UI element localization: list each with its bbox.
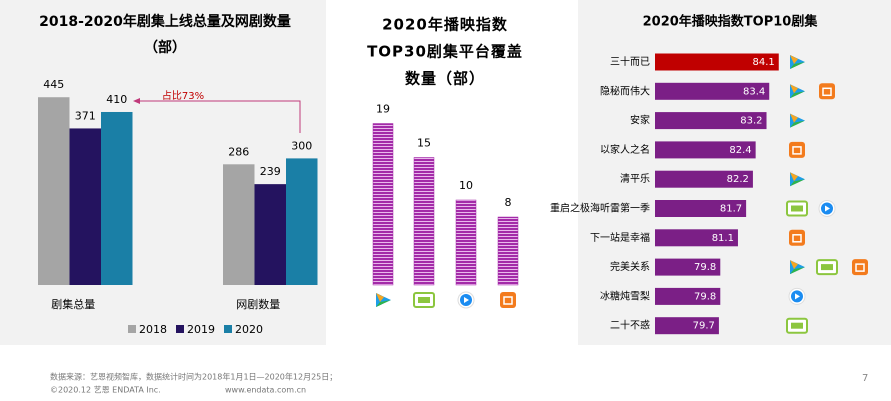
icon-iqiyi [816, 259, 838, 276]
value-label: 83.2 [740, 116, 762, 127]
y-tick-label: 以家人之名 [600, 143, 650, 156]
annotation: 占比73% [162, 89, 204, 102]
icon-iqiyi [786, 317, 808, 334]
page-number: 7 [862, 373, 868, 384]
icon-mango [499, 291, 517, 309]
value-label: 82.2 [727, 174, 749, 185]
arrow-head [133, 98, 140, 104]
value-label: 81.1 [712, 233, 734, 244]
icon-tencent [376, 293, 391, 307]
bar [655, 287, 721, 305]
y-tick-label: 安家 [630, 114, 650, 127]
value-label: 239 [260, 165, 281, 178]
bar [254, 184, 286, 285]
value-label: 19 [376, 103, 390, 116]
y-tick-label: 下一站是幸福 [590, 231, 650, 244]
value-label: 410 [106, 93, 127, 106]
value-label: 10 [459, 179, 473, 192]
bar [372, 123, 394, 286]
value-label: 81.7 [720, 204, 742, 215]
legend-swatch [224, 325, 232, 333]
chart-title: 2018-2020年剧集上线总量及网剧数量 [39, 13, 291, 30]
value-label: 15 [417, 137, 431, 150]
bar [655, 317, 719, 335]
y-tick-label: 二十不惑 [610, 319, 650, 332]
legend-label: 2018 [139, 323, 167, 336]
bar [455, 199, 477, 286]
x-tick-label: 剧集总量 [51, 297, 95, 311]
bar [655, 200, 747, 217]
y-tick-label: 完美关系 [610, 260, 650, 273]
bar [655, 82, 770, 100]
value-label: 84.1 [752, 57, 774, 68]
chart-title: 2020年播映指数TOP10剧集 [643, 14, 819, 30]
icon-youku [818, 200, 836, 217]
value-label: 371 [75, 109, 96, 122]
annotation-arrow [136, 100, 301, 133]
bar [655, 170, 753, 188]
icon-youku [457, 291, 475, 309]
bar [655, 112, 767, 130]
legend-swatch [176, 325, 184, 333]
icon-iqiyi [786, 200, 808, 217]
value-label: 79.7 [693, 321, 715, 332]
y-tick-label: 清平乐 [620, 172, 650, 185]
icon-mango [788, 141, 806, 159]
y-tick-label: 冰糖炖雪梨 [600, 289, 650, 302]
bar [223, 164, 255, 285]
bar [101, 111, 133, 285]
bar [286, 158, 318, 285]
icon-mango [788, 229, 806, 247]
legend-label: 2020 [235, 323, 263, 336]
bar [69, 128, 101, 285]
bar [655, 258, 721, 276]
x-tick-label: 网剧数量 [236, 298, 280, 311]
bar [413, 157, 435, 286]
bar [655, 229, 738, 247]
value-label: 79.8 [694, 262, 716, 273]
value-label: 83.4 [743, 86, 765, 97]
icon-youku [788, 287, 806, 305]
value-label: 300 [291, 139, 312, 152]
bar [655, 141, 756, 159]
value-label: 445 [43, 78, 64, 91]
y-tick-label: 重启之极海听雷第一季 [550, 202, 650, 215]
chart-title: 2020年播映指数 [382, 16, 508, 34]
bar [497, 216, 519, 286]
icon-iqiyi [413, 292, 435, 308]
value-label: 8 [505, 196, 512, 209]
value-label: 79.8 [694, 291, 716, 302]
value-label: 286 [228, 145, 249, 158]
chart-title: TOP30剧集平台覆盖 [367, 43, 523, 61]
legend-swatch [128, 325, 136, 333]
chart-title: 数量（部） [405, 70, 485, 88]
icon-mango [818, 82, 836, 101]
icon-mango [851, 258, 869, 276]
footer-source: 数据来源：艺恩视频智库，数据统计时间为2018年1月1日—2020年12月25日… [50, 372, 337, 382]
footer-website: www.endata.com.cn [225, 386, 306, 395]
chart-title: （部） [144, 39, 186, 56]
y-tick-label: 三十而已 [610, 55, 650, 68]
legend-label: 2019 [187, 323, 215, 336]
bar [655, 53, 779, 71]
value-label: 82.4 [729, 145, 751, 156]
bar [38, 97, 70, 286]
footer-copyright: ©2020.12 艺恩 ENDATA Inc. [50, 386, 161, 395]
y-tick-label: 隐秘而伟大 [600, 84, 650, 97]
